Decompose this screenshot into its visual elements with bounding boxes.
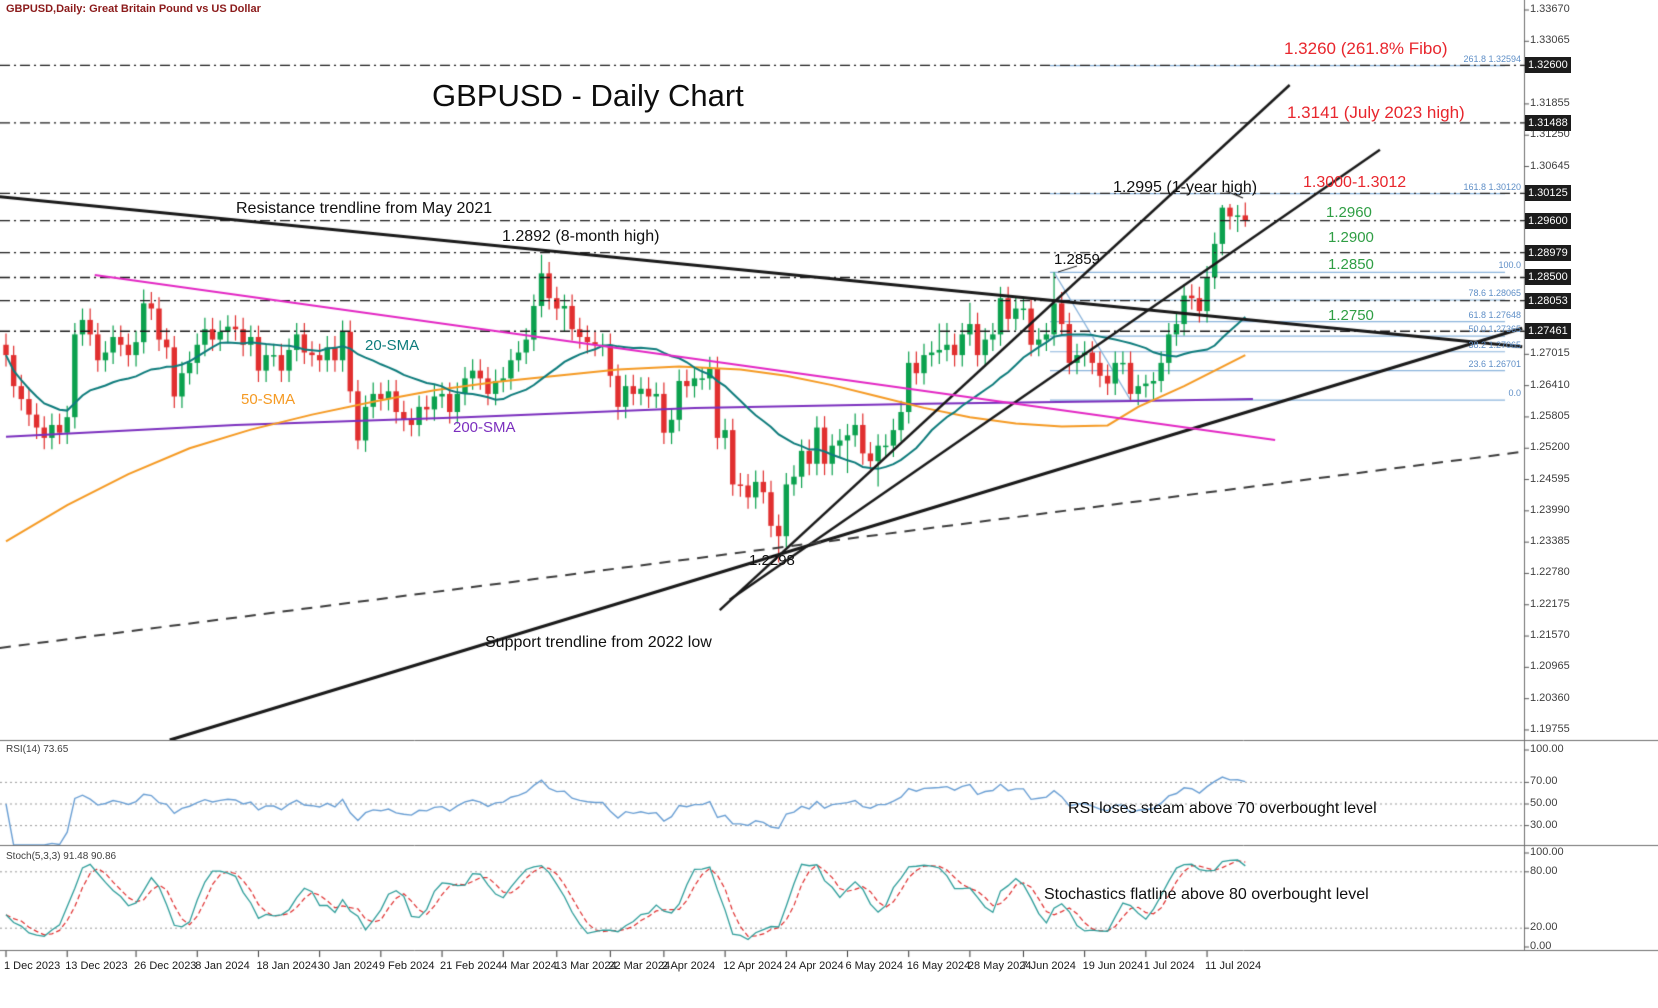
price-chart-canvas[interactable] <box>0 0 1658 1008</box>
mt4-chart-window: GBPUSD,Daily: Great Britain Pound vs US … <box>0 0 1658 1008</box>
